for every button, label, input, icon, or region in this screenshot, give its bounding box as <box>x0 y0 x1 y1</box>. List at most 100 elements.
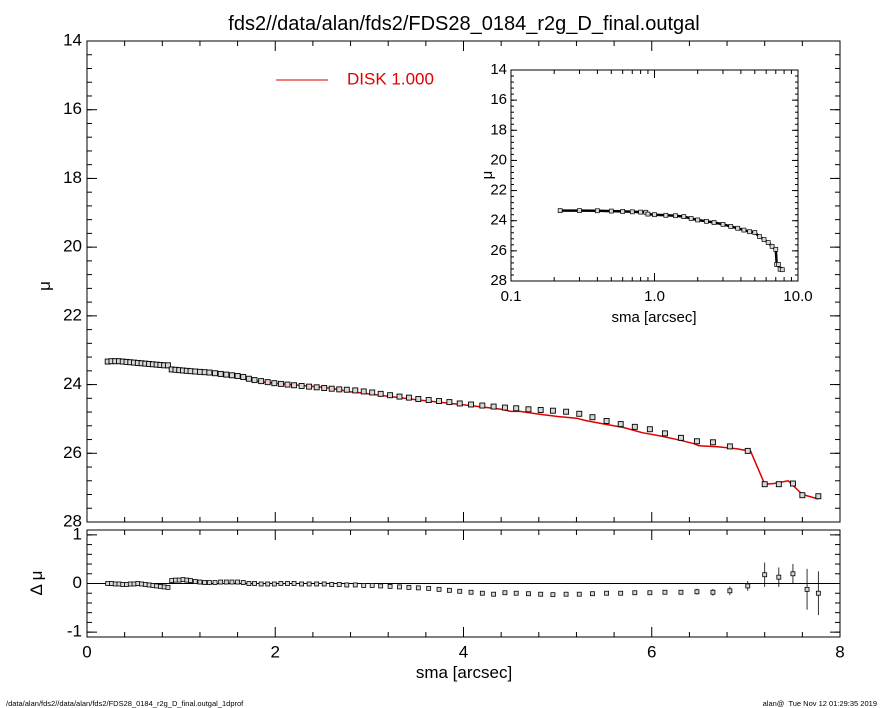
residual-point <box>513 590 519 596</box>
inset-data-point <box>645 211 651 217</box>
residual-point <box>197 579 203 585</box>
inset-data-point <box>779 267 785 273</box>
residual-point <box>329 582 335 587</box>
data-point <box>217 370 224 377</box>
data-point <box>646 426 653 433</box>
residual-point <box>192 579 198 584</box>
residual-point <box>202 580 208 585</box>
data-point <box>479 402 486 409</box>
residual-point <box>790 571 796 577</box>
inset-data-point <box>663 212 669 218</box>
data-point <box>277 380 284 387</box>
residual-point <box>647 590 653 596</box>
residual-point <box>271 581 277 587</box>
inset-y-tick-labels: 14 16 18 20 22 24 26 28 <box>490 61 507 289</box>
residual-point <box>369 583 375 588</box>
inset-x-tick-label: 0.1 <box>501 288 522 305</box>
data-point <box>661 430 668 437</box>
data-point <box>284 381 291 388</box>
residual-point <box>662 589 668 595</box>
inset-y-tick-label: 16 <box>490 91 507 108</box>
inset-data-point <box>652 212 657 218</box>
data-point <box>212 370 218 377</box>
inset-data-point <box>629 209 635 215</box>
data-point <box>264 379 271 386</box>
residual-x-tick-label: 8 <box>835 642 844 661</box>
main-panel: 14 16 18 20 22 24 26 28 μ DISK 1.000 <box>35 30 841 530</box>
inset-data-point <box>761 237 767 242</box>
residual-point <box>710 589 716 595</box>
inset-data-point <box>747 229 752 235</box>
residual-point <box>491 591 497 597</box>
residual-x-tick-label: 6 <box>647 642 656 661</box>
residual-x-tick-label: 2 <box>271 642 280 661</box>
residual-point <box>206 580 212 585</box>
residual-axis-ticks <box>86 530 841 637</box>
inset-data-point <box>704 218 709 224</box>
main-y-tick-labels: 14 16 18 20 22 24 26 28 <box>63 30 82 530</box>
residual-point <box>550 592 556 598</box>
residual-y-tick-label: -1 <box>67 622 82 641</box>
inset-data-point <box>620 209 626 214</box>
inset-x-axis-label: sma [arcsec] <box>611 309 696 326</box>
data-point <box>415 396 422 402</box>
data-point <box>576 410 583 417</box>
residual-point <box>188 578 193 583</box>
data-point <box>223 371 230 378</box>
inset-x-tick-labels: 0.1 1.0 10.0 <box>501 288 813 305</box>
data-point <box>196 368 203 375</box>
inset-data-point <box>681 214 687 219</box>
residual-point <box>285 581 290 586</box>
residual-point <box>590 591 595 597</box>
data-point <box>405 394 412 401</box>
inset-data-point <box>752 230 758 235</box>
data-point <box>164 362 171 369</box>
inset-y-tick-label: 18 <box>490 121 507 138</box>
inset-y-tick-label: 22 <box>490 182 507 199</box>
residual-point <box>468 589 474 595</box>
main-disk-model-series <box>107 361 819 500</box>
data-point <box>321 385 328 391</box>
inset-axis-ticks <box>510 69 799 282</box>
disk-model-line <box>107 361 819 500</box>
data-point <box>436 398 442 405</box>
residual-y-axis-label: Δ μ <box>27 571 46 596</box>
residual-point <box>457 588 463 594</box>
inset-y-axis-label: μ <box>479 171 496 180</box>
data-point <box>234 373 241 379</box>
residual-point <box>632 590 638 596</box>
data-point <box>360 388 367 395</box>
residual-point <box>378 583 384 589</box>
data-point <box>589 414 596 421</box>
footer-timestamp: alan@ Tue Nov 12 01:29:35 2019 <box>762 699 877 708</box>
main-y-axis-label: μ <box>35 281 54 291</box>
legend: DISK 1.000 <box>276 69 434 88</box>
inset-y-tick-label: 24 <box>490 212 507 229</box>
inset-panel: 14 16 18 20 22 24 26 28 0.1 1.0 10.0 μ sma [arcse… <box>479 61 813 326</box>
residual-point <box>223 579 229 585</box>
residual-point <box>265 581 271 587</box>
data-point <box>336 386 343 393</box>
residual-point <box>306 581 312 587</box>
data-point <box>799 492 806 499</box>
main-y-tick-label: 24 <box>63 374 82 393</box>
residual-point <box>436 586 442 592</box>
inset-data-point <box>741 227 747 233</box>
residual-y-tick-label: 1 <box>73 524 82 543</box>
inset-data-point <box>769 243 775 249</box>
data-point <box>501 404 508 411</box>
residual-point <box>538 591 544 597</box>
data-point <box>709 439 716 446</box>
inset-data-point <box>577 208 582 213</box>
data-point <box>525 406 532 413</box>
data-point <box>603 418 610 424</box>
residual-point <box>235 579 241 585</box>
residual-point <box>299 581 305 587</box>
residual-point <box>291 581 297 586</box>
data-point <box>271 380 278 387</box>
data-point <box>563 408 570 415</box>
inset-y-tick-label: 20 <box>490 151 507 168</box>
inset-data-point <box>711 220 717 225</box>
main-y-tick-label: 28 <box>63 511 82 530</box>
residual-point <box>258 581 264 587</box>
